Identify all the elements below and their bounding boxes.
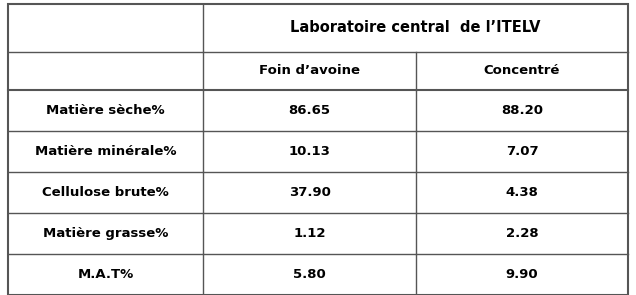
Text: 10.13: 10.13 bbox=[289, 145, 331, 158]
Text: 88.20: 88.20 bbox=[501, 104, 543, 117]
Text: Foin d’avoine: Foin d’avoine bbox=[259, 65, 360, 78]
Text: 5.80: 5.80 bbox=[293, 268, 326, 281]
Text: Cellulose brute%: Cellulose brute% bbox=[42, 186, 169, 199]
Text: Matière grasse%: Matière grasse% bbox=[43, 227, 169, 240]
Text: 37.90: 37.90 bbox=[289, 186, 331, 199]
Text: 1.12: 1.12 bbox=[293, 227, 326, 240]
Text: 7.07: 7.07 bbox=[506, 145, 538, 158]
Text: Laboratoire central  de l’ITELV: Laboratoire central de l’ITELV bbox=[291, 20, 541, 35]
Text: Matière sèche%: Matière sèche% bbox=[46, 104, 165, 117]
Text: 2.28: 2.28 bbox=[506, 227, 538, 240]
Text: Concentré: Concentré bbox=[484, 65, 560, 78]
Text: 4.38: 4.38 bbox=[506, 186, 539, 199]
Text: 9.90: 9.90 bbox=[506, 268, 538, 281]
Text: Matière minérale%: Matière minérale% bbox=[35, 145, 176, 158]
Text: 86.65: 86.65 bbox=[289, 104, 331, 117]
Text: M.A.T%: M.A.T% bbox=[78, 268, 134, 281]
